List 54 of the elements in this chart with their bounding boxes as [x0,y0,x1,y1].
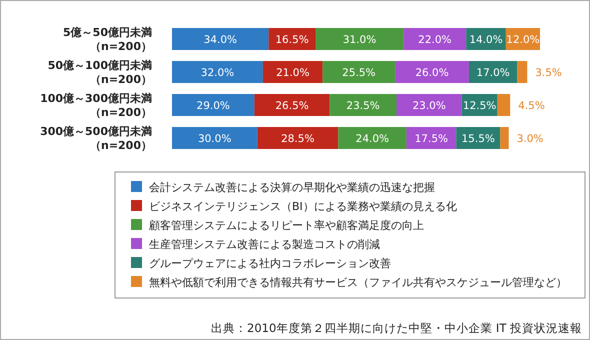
data-label: 3.5% [535,67,562,79]
bar [404,28,466,50]
bar [396,94,462,116]
data-label: 15.5% [462,133,495,145]
data-label: 32.0% [200,67,234,79]
bar [257,127,338,149]
legend-label: ビジネスインテリジェンス（BI）による業務や業績の見える化 [149,200,457,213]
y-tick-label: 5億～50億円未満（n=200） [63,26,152,53]
legend-label: 顧客管理システムによるリピート率や顧客満足度の向上 [149,219,424,232]
data-label: 31.0% [342,34,376,46]
data-label: 25.5% [342,67,376,79]
data-label: 30.0% [198,133,232,145]
bar [338,127,406,149]
bar [500,127,509,149]
bar [517,61,528,83]
data-label: 23.5% [346,100,380,112]
data-label: 3.0% [516,133,544,145]
bar [172,127,258,149]
y-tick-label: 100億～300億円未満（n=200） [40,92,152,119]
data-label: 34.0% [204,34,238,46]
bar [395,61,469,83]
bar [468,61,518,83]
data-label: 26.0% [415,67,449,79]
data-label: 16.5% [275,34,309,46]
bar [406,127,456,149]
legend-label: グループウェアによる社内コラボレーション改善 [149,257,391,270]
data-label: 17.0% [476,67,510,79]
legend-label: 会計システム改善による決算の早期化や業績の迅速な把握 [149,181,435,194]
bar [172,28,269,50]
legend-label: 無料や低額で利用できる情報共有サービス（ファイル共有やスケジュール管理など） [149,276,567,289]
data-label: 24.0% [356,133,390,145]
bar [316,28,404,50]
source-note: 出典：2010年度第２四半期に向けた中堅・中小企業 IT 投資状況速報 [211,321,582,335]
bar [172,61,263,83]
bar [322,61,396,83]
data-label: 22.0% [418,34,452,46]
bar [262,61,323,83]
data-label: 29.0% [196,100,230,112]
data-label: 23.0% [412,100,446,112]
data-label: 14.0% [469,34,503,46]
bar [254,94,330,116]
bar [172,94,254,116]
data-label: 12.5% [462,100,496,112]
y-tick-label: 50億～100億円未満（n=200） [48,59,152,86]
data-label: 26.5% [275,100,309,112]
data-label: 4.5% [518,100,545,112]
data-label: 17.5% [414,133,448,145]
bar [330,94,396,116]
legend-label: 生産管理システム改善による製造コストの削減 [149,238,380,251]
data-label: 28.5% [281,133,314,145]
bar [497,94,510,116]
data-label: 21.0% [276,67,310,79]
data-label: 12.0% [506,34,540,46]
y-tick-label: 300億～500億円未満（n=200） [40,125,152,152]
